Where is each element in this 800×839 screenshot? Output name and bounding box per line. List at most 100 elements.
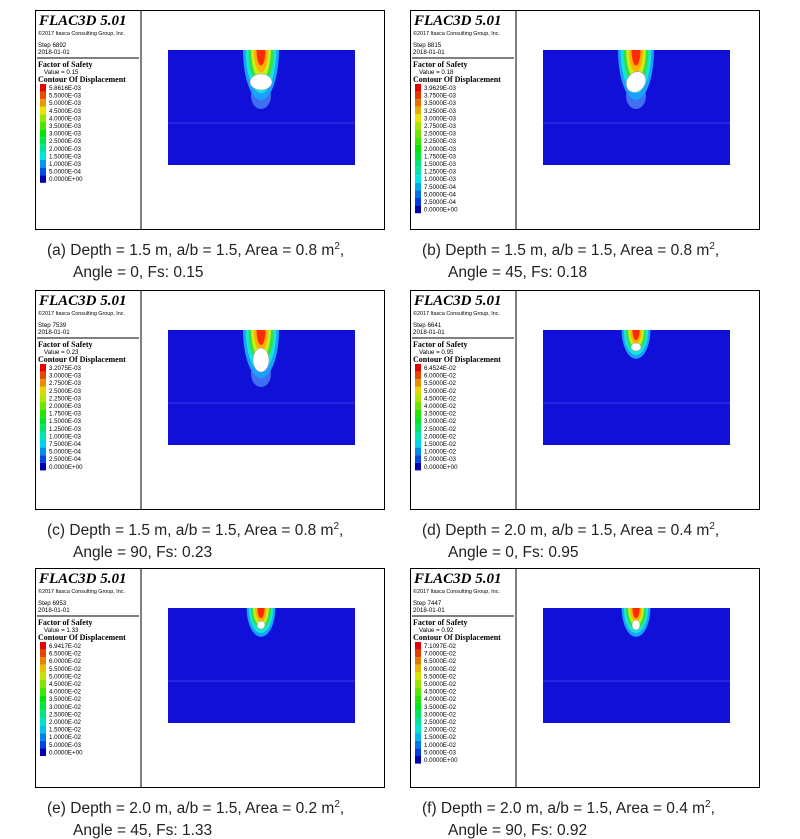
legend-swatch — [40, 409, 46, 418]
legend-label: 1.2500E-03 — [49, 426, 82, 433]
legend-swatch — [40, 664, 46, 673]
legend-label: 3.7500E-03 — [424, 93, 457, 100]
legend-swatch — [415, 205, 421, 214]
legend-label: 2.5000E-03 — [49, 388, 82, 395]
legend-label: 3.9629E-03 — [424, 85, 457, 92]
legend-label: 4.5000E-02 — [424, 689, 457, 696]
legend-swatch — [415, 122, 421, 130]
caption-text: (d) Depth = 2.0 m, a/b = 1.5, Area = 0.4… — [422, 522, 709, 539]
excavation — [630, 342, 642, 352]
fos-value: Value = 0.92 — [419, 627, 454, 634]
caption-line: (e) Depth = 2.0 m, a/b = 1.5, Area = 0.2… — [47, 799, 344, 817]
legend-swatch — [415, 91, 421, 100]
legend-label: 5.0000E-02 — [424, 388, 457, 395]
legend-label: 5.0000E-02 — [49, 673, 82, 680]
legend-label: 0.0000E+00 — [49, 464, 83, 471]
legend-label: 3.5000E-02 — [49, 696, 82, 703]
contour-title: Contour Of Displacement — [38, 633, 126, 642]
step: Step 8815 — [413, 42, 442, 49]
legend-swatch — [40, 740, 46, 749]
legend-label: 1.0000E-02 — [424, 449, 457, 456]
legend-label: 2.0000E-03 — [49, 146, 82, 153]
legend-label: 1.7500E-03 — [49, 411, 82, 418]
legend-label: 5.0000E-04 — [49, 169, 82, 176]
caption-line: Angle = 0, Fs: 0.95 — [448, 544, 579, 561]
date: 2018-01-01 — [38, 49, 70, 56]
legend-swatch — [415, 756, 421, 764]
legend-label: 6.0000E-02 — [424, 666, 457, 673]
fos-value: Value = 1.33 — [44, 627, 79, 634]
legend-label: 5.0000E-03 — [424, 749, 457, 756]
legend-label: 6.0000E-02 — [424, 373, 457, 380]
legend-swatch — [40, 672, 46, 680]
legend-swatch — [415, 725, 421, 734]
caption-text: (a) Depth = 1.5 m, a/b = 1.5, Area = 0.8… — [47, 242, 334, 259]
legend-label: 2.2500E-03 — [424, 138, 457, 145]
program-title: FLAC3D 5.01 — [38, 571, 127, 587]
legend-label: 5.5000E-02 — [49, 666, 82, 673]
legend-label: 3.5000E-03 — [49, 123, 82, 130]
legend-label: 5.0000E-03 — [424, 456, 457, 463]
legend-swatch — [415, 129, 421, 138]
legend-swatch — [415, 160, 421, 168]
step: Step 6953 — [38, 600, 67, 607]
caption-line: Angle = 45, Fs: 0.18 — [448, 264, 587, 281]
date: 2018-01-01 — [413, 607, 445, 614]
legend-label: 4.5000E-02 — [424, 395, 457, 402]
legend-swatch — [415, 657, 421, 665]
legend-label: 2.2500E-03 — [49, 395, 82, 402]
caption-line: Angle = 45, Fs: 1.33 — [73, 822, 212, 839]
legend-swatch — [415, 84, 421, 92]
plume — [256, 50, 266, 66]
legend-label: 2.5000E-04 — [424, 199, 457, 206]
caption-text: , — [340, 242, 344, 259]
legend-swatch — [415, 144, 421, 153]
legend-swatch — [415, 740, 421, 749]
panel: FLAC3D 5.01©2017 Itasca Consulting Group… — [410, 10, 760, 281]
contour-title: Contour Of Displacement — [38, 75, 126, 84]
step: Step 6641 — [413, 322, 442, 329]
step: Step 6892 — [38, 42, 67, 49]
caption-text: , — [715, 522, 719, 539]
caption-line: (a) Depth = 1.5 m, a/b = 1.5, Area = 0.8… — [47, 241, 344, 259]
legend-label: 5.0000E-02 — [424, 681, 457, 688]
legend-swatch — [415, 748, 421, 756]
legend-label: 5.0000E-03 — [49, 742, 82, 749]
legend-label: 6.5000E-02 — [424, 658, 457, 665]
legend-label: 5.0000E-04 — [424, 191, 457, 198]
legend-label: 0.0000E+00 — [424, 757, 458, 764]
fos-title: Factor of Safety — [413, 340, 468, 349]
caption-text: (f) Depth = 2.0 m, a/b = 1.5, Area = 0.4… — [422, 800, 705, 817]
caption-line: (f) Depth = 2.0 m, a/b = 1.5, Area = 0.4… — [422, 799, 715, 817]
excavation — [626, 71, 646, 93]
legend-swatch — [415, 424, 421, 433]
excavation — [252, 347, 270, 373]
legend-swatch — [40, 687, 46, 696]
legend-label: 6.5000E-02 — [49, 651, 82, 658]
legend-swatch — [40, 447, 46, 456]
excavation — [249, 73, 273, 91]
legend-swatch — [415, 718, 421, 726]
date: 2018-01-01 — [38, 607, 70, 614]
legend-swatch — [40, 462, 46, 471]
legend-label: 2.0000E-03 — [49, 403, 82, 410]
legend-label: 3.0000E-02 — [424, 418, 457, 425]
copyright: ©2017 Itasca Consulting Group, Inc. — [413, 30, 500, 37]
copyright: ©2017 Itasca Consulting Group, Inc. — [38, 310, 125, 317]
legend-label: 3.0000E-03 — [424, 115, 457, 122]
model-domain — [168, 608, 355, 723]
legend-swatch — [40, 137, 46, 145]
legend-label: 1.0000E-03 — [49, 161, 82, 168]
legend-label: 2.5000E-04 — [49, 456, 82, 463]
legend-swatch — [40, 175, 46, 183]
caption-text: , — [715, 242, 719, 259]
legend-swatch — [415, 680, 421, 688]
legend-swatch — [415, 167, 421, 176]
contour-title: Contour Of Displacement — [38, 355, 126, 364]
legend-swatch — [40, 144, 46, 153]
date: 2018-01-01 — [413, 329, 445, 336]
legend-swatch — [415, 364, 421, 372]
legend-swatch — [415, 664, 421, 673]
legend-swatch — [415, 386, 421, 395]
